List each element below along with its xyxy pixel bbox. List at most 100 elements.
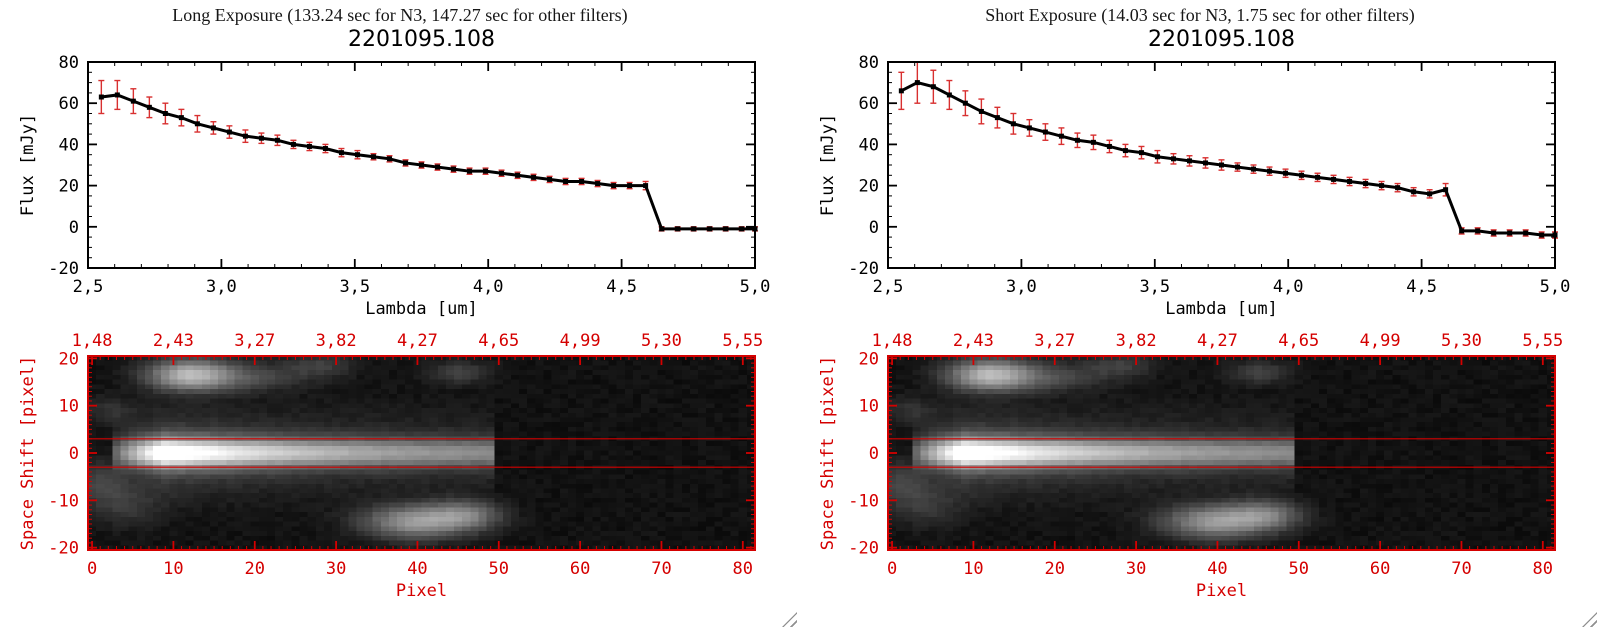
svg-text:5,30: 5,30 — [641, 331, 682, 351]
svg-text:20: 20 — [1045, 559, 1065, 579]
svg-text:60: 60 — [859, 94, 879, 114]
svg-text:70: 70 — [651, 559, 671, 579]
svg-text:20: 20 — [59, 349, 79, 369]
svg-text:0: 0 — [869, 218, 879, 238]
svg-text:0: 0 — [87, 559, 97, 579]
svg-text:30: 30 — [326, 559, 346, 579]
svg-text:4,65: 4,65 — [478, 331, 519, 351]
svg-text:2,5: 2,5 — [73, 277, 104, 297]
svg-text:3,0: 3,0 — [1006, 277, 1037, 297]
svg-text:5,0: 5,0 — [1540, 277, 1571, 297]
svg-text:10: 10 — [963, 559, 983, 579]
image-axes: 0 10 20 30 40 50 60 70 80 1,48 2,43 3,27 3,82 4,27 4,6… — [818, 331, 1563, 601]
svg-text:50: 50 — [1289, 559, 1309, 579]
svg-text:3,0: 3,0 — [206, 277, 237, 297]
spectrum-title-long: 2201095.108 — [348, 27, 495, 52]
svg-text:5,55: 5,55 — [722, 331, 763, 351]
panel-long-exposure: Long Exposure (133.24 sec for N3, 147.27… — [18, 5, 797, 627]
svg-text:Pixel: Pixel — [396, 581, 447, 601]
svg-text:20: 20 — [59, 177, 79, 197]
svg-text:-20: -20 — [848, 259, 879, 279]
svg-text:4,27: 4,27 — [397, 331, 438, 351]
svg-text:4,99: 4,99 — [1360, 331, 1401, 351]
spectrum-line — [900, 81, 1555, 237]
svg-text:80: 80 — [59, 53, 79, 73]
svg-text:40: 40 — [407, 559, 427, 579]
chart-layer-short: 2,5 3,0 3,5 4,0 4,5 5,0 -20 0 20 40 60 80 Lambda [um… — [818, 53, 1570, 601]
panel-title-long: Long Exposure (133.24 sec for N3, 147.27… — [172, 5, 628, 25]
data-points — [98, 92, 758, 232]
svg-text:60: 60 — [59, 94, 79, 114]
svg-text:3,5: 3,5 — [1139, 277, 1170, 297]
spectrum-plot — [98, 79, 758, 232]
aperture-lines — [888, 438, 1555, 468]
spectrum-axes: 2,5 3,0 3,5 4,0 4,5 5,0 -20 0 20 40 60 80 Lambda [um… — [18, 53, 770, 319]
svg-text:Space Shift [pixel]: Space Shift [pixel] — [18, 356, 38, 550]
svg-text:Lambda [um]: Lambda [um] — [365, 299, 478, 319]
panel-title-short: Short Exposure (14.03 sec for N3, 1.75 s… — [985, 5, 1415, 25]
panel-short-exposure: Short Exposure (14.03 sec for N3, 1.75 s… — [800, 0, 1600, 630]
aperture-lines — [88, 438, 755, 468]
svg-text:20: 20 — [859, 177, 879, 197]
svg-text:40: 40 — [859, 135, 879, 155]
svg-text:4,5: 4,5 — [606, 277, 637, 297]
svg-text:4,0: 4,0 — [1273, 277, 1304, 297]
svg-text:1,48: 1,48 — [72, 331, 113, 351]
svg-text:3,82: 3,82 — [1116, 331, 1157, 351]
svg-text:40: 40 — [1207, 559, 1227, 579]
svg-text:70: 70 — [1451, 559, 1471, 579]
error-bars — [98, 79, 758, 232]
svg-text:Flux [mJy]: Flux [mJy] — [18, 114, 38, 216]
svg-text:60: 60 — [1370, 559, 1390, 579]
svg-text:Space Shift [pixel]: Space Shift [pixel] — [818, 356, 838, 550]
spectrum-plot — [898, 61, 1558, 239]
svg-text:Pixel: Pixel — [1196, 581, 1247, 601]
svg-text:3,82: 3,82 — [316, 331, 357, 351]
svg-text:0: 0 — [869, 444, 879, 464]
svg-text:3,27: 3,27 — [1034, 331, 1075, 351]
svg-text:0: 0 — [887, 559, 897, 579]
svg-text:30: 30 — [1126, 559, 1146, 579]
chart-layer-long: 2,5 3,0 3,5 4,0 4,5 5,0 -20 0 20 40 60 80 Lambda [um… — [18, 53, 770, 601]
svg-text:3,5: 3,5 — [339, 277, 370, 297]
svg-text:50: 50 — [489, 559, 509, 579]
svg-text:10: 10 — [163, 559, 183, 579]
svg-text:4,27: 4,27 — [1197, 331, 1238, 351]
spectrum-line — [101, 93, 755, 231]
svg-text:0: 0 — [69, 444, 79, 464]
svg-text:10: 10 — [59, 397, 79, 417]
svg-text:1,48: 1,48 — [872, 331, 913, 351]
spectral-2d-image-long — [88, 356, 755, 550]
svg-text:4,65: 4,65 — [1278, 331, 1319, 351]
svg-text:20: 20 — [245, 559, 265, 579]
svg-text:20: 20 — [859, 349, 879, 369]
svg-text:-20: -20 — [48, 259, 79, 279]
svg-text:-20: -20 — [848, 539, 879, 559]
svg-text:4,5: 4,5 — [1406, 277, 1437, 297]
spectral-2d-image-short — [888, 356, 1555, 550]
svg-text:2,5: 2,5 — [873, 277, 904, 297]
svg-text:80: 80 — [733, 559, 753, 579]
svg-text:Flux [mJy]: Flux [mJy] — [818, 114, 838, 216]
svg-text:10: 10 — [859, 397, 879, 417]
svg-text:5,55: 5,55 — [1522, 331, 1563, 351]
svg-text:5,30: 5,30 — [1441, 331, 1482, 351]
svg-text:4,99: 4,99 — [560, 331, 601, 351]
svg-text:0: 0 — [69, 218, 79, 238]
svg-text:2,43: 2,43 — [153, 331, 194, 351]
svg-text:60: 60 — [570, 559, 590, 579]
svg-text:2,43: 2,43 — [953, 331, 994, 351]
spectrum-axes: 2,5 3,0 3,5 4,0 4,5 5,0 -20 0 20 40 60 80 Lambda [um… — [818, 53, 1570, 319]
svg-text:5,0: 5,0 — [740, 277, 771, 297]
spectrum-title-short: 2201095.108 — [1148, 27, 1295, 52]
svg-text:Lambda [um]: Lambda [um] — [1165, 299, 1278, 319]
error-bars — [898, 61, 1558, 239]
data-points — [898, 80, 1558, 238]
svg-text:3,27: 3,27 — [234, 331, 275, 351]
svg-text:40: 40 — [59, 135, 79, 155]
image-axes: 0 10 20 30 40 50 60 70 80 1,48 2,43 3,27 3,82 4,27 4,6… — [18, 331, 763, 601]
svg-text:80: 80 — [1533, 559, 1553, 579]
svg-text:-10: -10 — [848, 491, 879, 511]
svg-text:80: 80 — [859, 53, 879, 73]
